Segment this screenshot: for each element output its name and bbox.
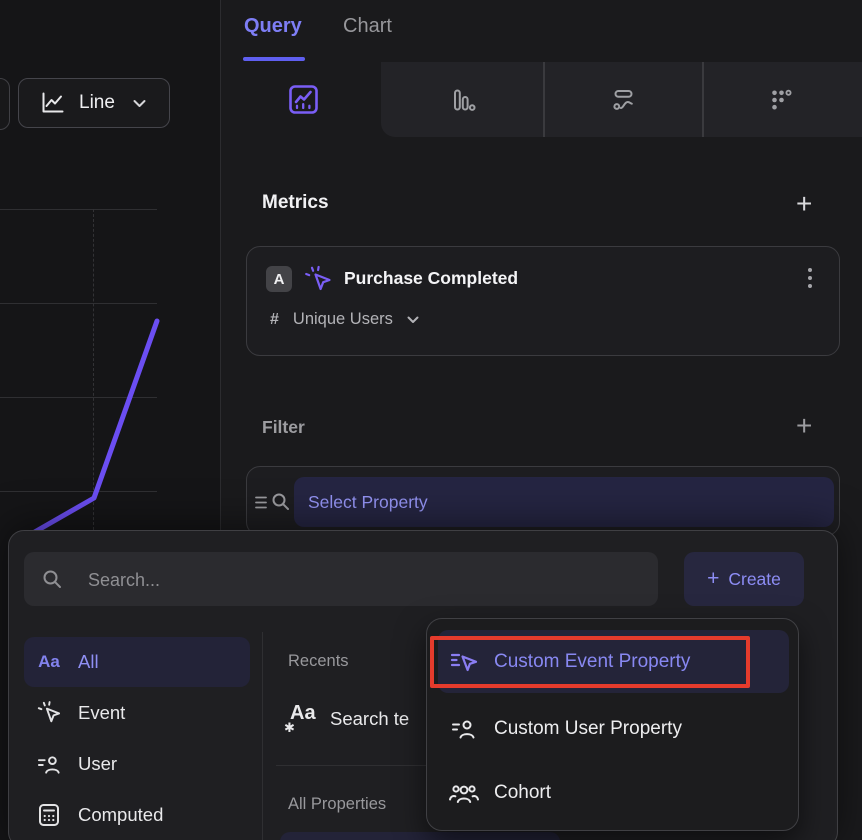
chevron-down-icon xyxy=(133,99,146,108)
user-lines-icon xyxy=(35,752,63,777)
category-all[interactable]: Aa All xyxy=(24,637,250,687)
funnel-dots-icon xyxy=(768,87,795,114)
create-button[interactable]: + Create xyxy=(684,552,804,606)
category-label: Computed xyxy=(78,804,164,825)
metrics-section-title: Metrics xyxy=(262,192,329,213)
tab-trend-chart[interactable] xyxy=(286,81,321,118)
recent-item-label: Search te xyxy=(330,708,410,729)
add-metric-button[interactable]: + xyxy=(796,188,813,219)
line-chart-series xyxy=(9,318,160,548)
search-icon xyxy=(42,569,62,589)
Aa-text-icon: Aa xyxy=(38,652,60,671)
drag-handle-icon[interactable] xyxy=(255,496,267,509)
category-label: All xyxy=(78,651,99,672)
menu-item-label: Custom Event Property xyxy=(494,650,691,672)
segment-divider xyxy=(543,62,545,137)
measurement-dropdown[interactable]: # Unique Users xyxy=(270,310,419,329)
menu-item-cohort[interactable]: Cohort xyxy=(438,761,789,824)
category-computed[interactable]: Computed xyxy=(24,790,250,840)
flow-chart-icon xyxy=(609,87,636,114)
tab-query[interactable]: Query xyxy=(244,15,302,37)
lines-cursor-icon xyxy=(448,649,480,675)
event-cursor-icon xyxy=(35,700,63,726)
metric-event-name[interactable]: Purchase Completed xyxy=(344,268,519,288)
chart-type-dropdown-button[interactable]: Line xyxy=(18,78,170,128)
metric-kebab-menu[interactable] xyxy=(808,268,812,288)
calculator-icon xyxy=(35,802,63,828)
category-event[interactable]: Event xyxy=(24,688,250,738)
active-tab-underline xyxy=(243,57,305,61)
modal-search-box xyxy=(24,552,658,608)
menu-item-label: Custom User Property xyxy=(494,717,682,739)
cohort-people-icon xyxy=(448,780,480,806)
tab-flow-chart[interactable] xyxy=(609,87,636,114)
segment-divider xyxy=(702,62,704,137)
tab-funnel-dots[interactable] xyxy=(768,87,795,114)
measurement-label: Unique Users xyxy=(292,310,393,328)
chart-gridline xyxy=(0,209,157,210)
metric-letter-badge: A xyxy=(266,266,292,292)
bar-chart-icon xyxy=(449,87,476,114)
tab-chart[interactable]: Chart xyxy=(343,15,392,37)
search-input[interactable] xyxy=(86,552,645,608)
list-divider xyxy=(276,765,426,766)
plus-icon: + xyxy=(707,567,720,590)
chart-gridline xyxy=(0,491,157,492)
tab-bar-chart[interactable] xyxy=(449,87,476,114)
category-user[interactable]: User xyxy=(24,739,250,789)
event-cursor-icon xyxy=(303,265,334,294)
modal-divider xyxy=(262,632,263,840)
Aa-star-icon: Aa ✱ xyxy=(284,702,316,735)
chart-gridline-vertical xyxy=(93,209,94,530)
trend-square-icon xyxy=(286,81,321,118)
all-properties-title: All Properties xyxy=(288,795,387,813)
select-property-placeholder: Select Property xyxy=(308,491,428,512)
create-button-label: Create xyxy=(728,568,781,589)
add-filter-button[interactable]: + xyxy=(796,410,813,441)
chart-gridline xyxy=(0,303,157,304)
menu-item-label: Cohort xyxy=(494,781,552,803)
chart-type-label: Line xyxy=(79,92,115,113)
hash-icon: # xyxy=(270,310,279,328)
chevron-down-icon xyxy=(407,316,419,324)
category-label: Event xyxy=(78,702,126,723)
menu-item-custom-event-property[interactable]: Custom Event Property xyxy=(438,630,789,693)
select-property-input[interactable]: Select Property xyxy=(294,477,834,527)
line-chart-icon xyxy=(39,90,67,116)
property-list-item-partial[interactable] xyxy=(280,832,560,840)
metric-card xyxy=(246,246,840,356)
lines-user-icon xyxy=(448,716,480,742)
menu-item-custom-user-property[interactable]: Custom User Property xyxy=(438,697,789,760)
search-icon xyxy=(271,492,290,511)
recents-title: Recents xyxy=(288,652,349,670)
filter-section-title: Filter xyxy=(262,417,305,437)
chart-gridline xyxy=(0,397,157,398)
recent-item-search-term[interactable]: Aa ✱ Search te xyxy=(284,700,409,738)
category-label: User xyxy=(78,753,118,774)
